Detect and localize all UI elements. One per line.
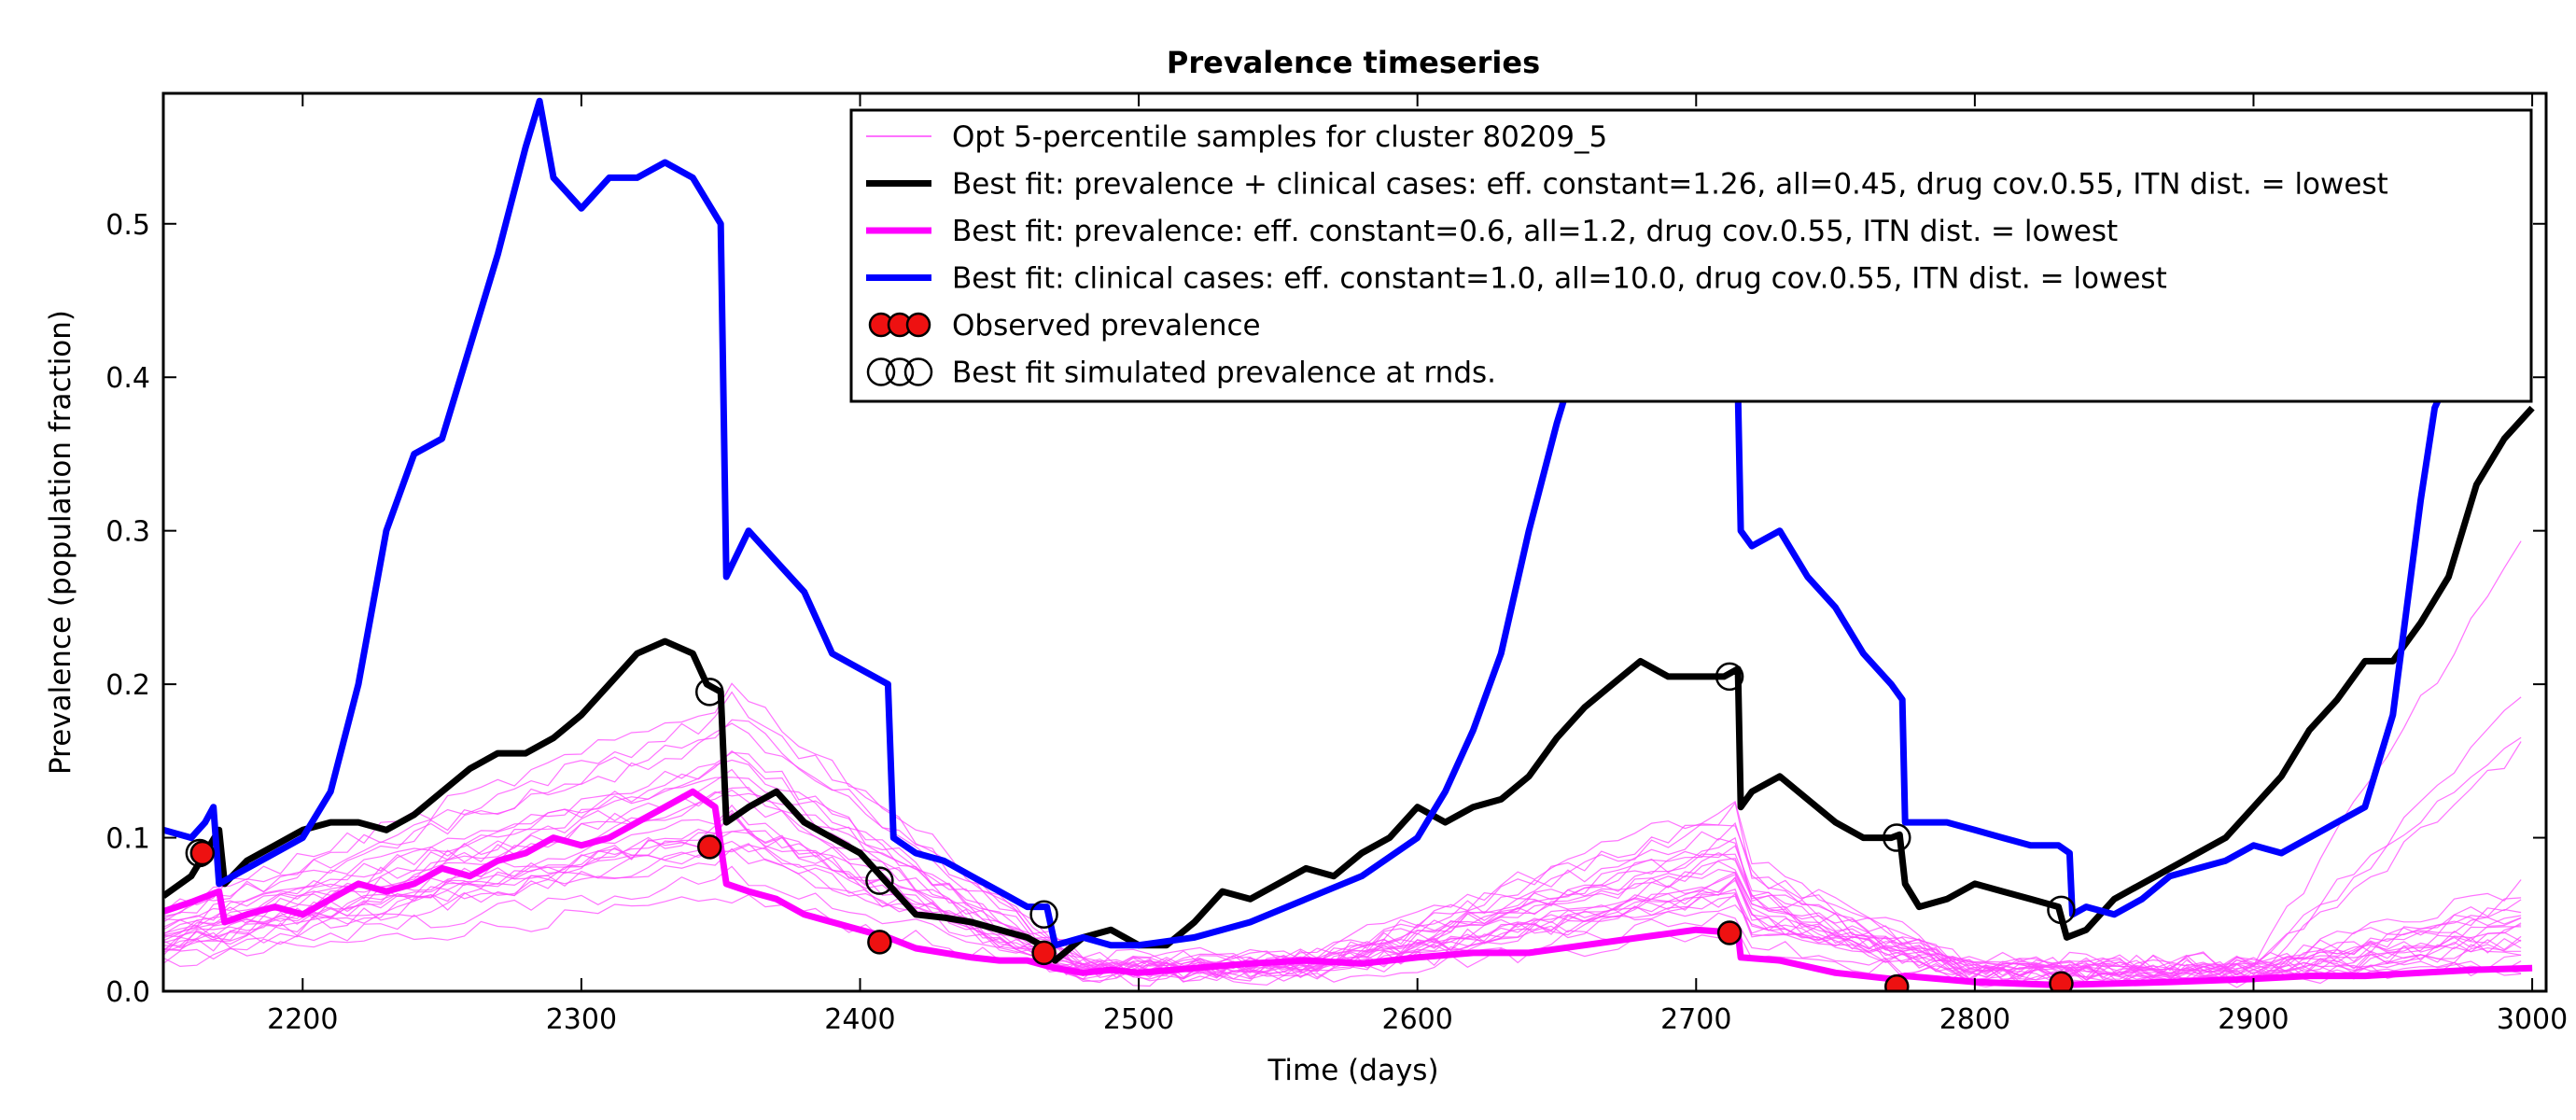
chart-title: Prevalence timeseries	[1167, 45, 1540, 80]
y-tick-label: 0.1	[105, 823, 150, 856]
x-axis-label: Time (days)	[1267, 1054, 1438, 1087]
x-tick-label: 2200	[267, 1003, 338, 1036]
plot-area	[163, 97, 2535, 991]
x-tick-label: 3000	[2497, 1003, 2568, 1036]
observed-prevalence-marker	[2049, 971, 2074, 991]
sample-line	[163, 791, 2522, 978]
legend-handle	[866, 357, 896, 386]
simulated-prevalence-marker	[1029, 900, 1058, 930]
x-tick-label: 2900	[2218, 1003, 2289, 1036]
plot-frame	[161, 91, 2548, 993]
sample-line	[163, 540, 2522, 974]
sample-line	[163, 719, 2522, 972]
y-tick-label: 0.0	[105, 976, 150, 1009]
y-tick-label: 0.4	[105, 362, 150, 395]
legend-label: Best fit simulated prevalence at rnds.	[952, 357, 1496, 390]
x-tick-label: 2700	[1660, 1003, 1731, 1036]
sample-line	[163, 696, 2522, 983]
x-tick-label: 2800	[1939, 1003, 2010, 1036]
x-tick-label: 2500	[1103, 1003, 1174, 1036]
legend-handle	[903, 357, 933, 386]
sample-line	[163, 809, 2522, 981]
legend-box	[849, 108, 2533, 403]
x-tick-label: 2400	[824, 1003, 895, 1036]
series-line	[163, 405, 2535, 964]
legend: Opt 5-percentile samples for cluster 802…	[849, 108, 2533, 403]
sample-line	[163, 682, 2522, 971]
y-tick-label: 0.5	[105, 209, 150, 242]
legend-label: Best fit: prevalence: eff. constant=0.6,…	[952, 215, 2118, 248]
series-line	[163, 97, 1575, 949]
simulated-prevalence-marker	[1715, 662, 1744, 692]
observed-prevalence-marker	[1031, 940, 1057, 966]
y-tick-label: 0.3	[105, 516, 150, 549]
series-line	[163, 788, 2533, 988]
observed-prevalence-marker	[867, 930, 892, 955]
legend-label: Best fit: clinical cases: eff. constant=…	[952, 262, 2167, 296]
percentile-samples	[163, 540, 2522, 988]
legend-label: Opt 5-percentile samples for cluster 802…	[952, 120, 1607, 154]
simulated-prevalence-marker	[1883, 823, 1911, 852]
sample-line	[163, 749, 2522, 977]
legend-handle	[885, 357, 915, 386]
x-tick-label: 2300	[546, 1003, 617, 1036]
simulated-prevalence-marker	[694, 678, 724, 707]
simulated-prevalence-marker	[865, 866, 894, 895]
observed-prevalence-marker	[696, 834, 722, 860]
y-axis-label: Prevalence (population fraction)	[44, 310, 77, 775]
observed-prevalence-marker	[1884, 973, 1910, 991]
legend-handle	[905, 312, 931, 338]
markers	[185, 662, 2076, 991]
sample-line	[163, 751, 2522, 976]
legend-label: Observed prevalence	[952, 309, 1261, 343]
legend-label: Best fit: prevalence + clinical cases: e…	[952, 168, 2388, 202]
x-tick-label: 2600	[1382, 1003, 1453, 1036]
series-line	[1729, 375, 2452, 918]
sample-line	[163, 691, 2522, 972]
tick-labels: 2200 2300 2400 2500 2600 2700 2800 2900 3000 0.0 0…	[105, 209, 2568, 1036]
sample-line	[163, 741, 2522, 984]
simulated-prevalence-marker	[2047, 895, 2076, 925]
y-tick-label: 0.2	[105, 669, 150, 702]
observed-prevalence-marker	[189, 840, 216, 866]
observed-prevalence-marker	[1716, 920, 1743, 945]
axes	[161, 91, 2548, 993]
